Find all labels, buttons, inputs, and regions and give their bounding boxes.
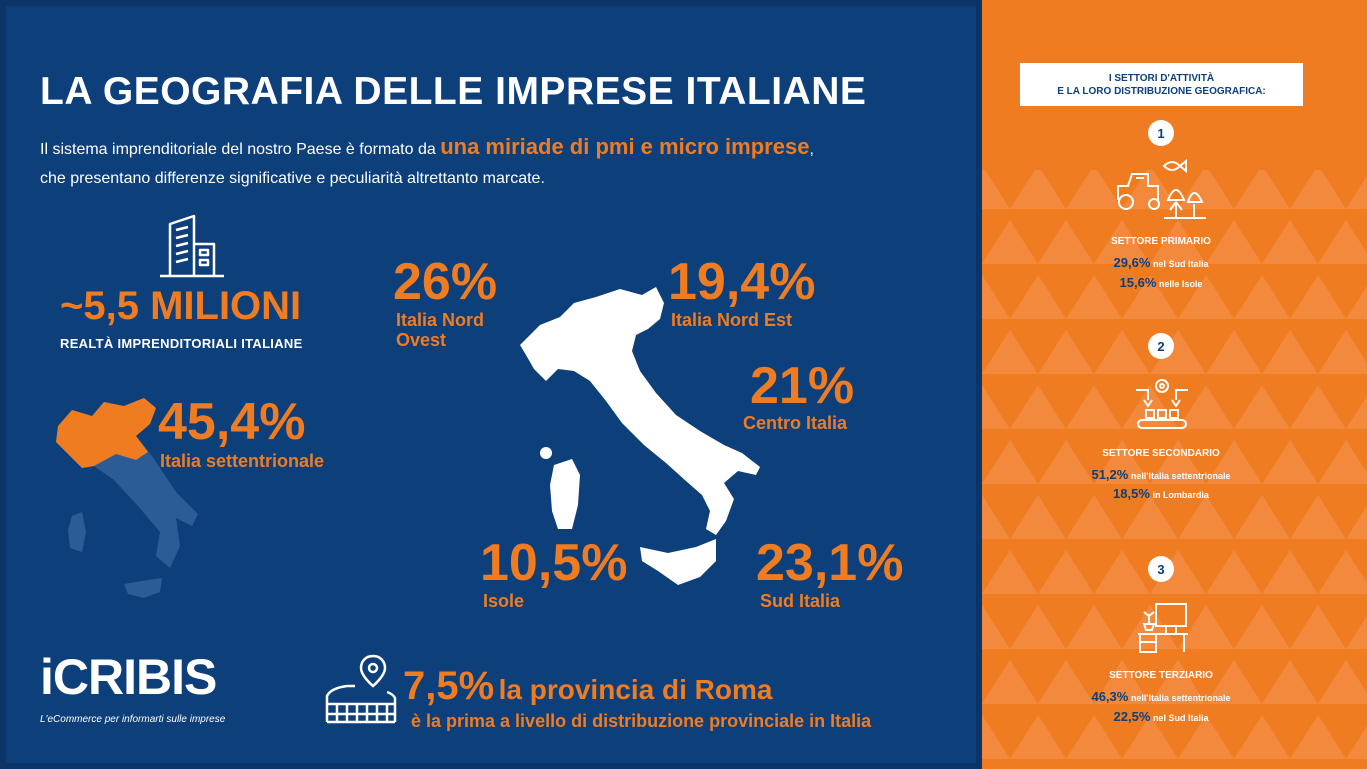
nord-ovest-label-line1: Italia Nord xyxy=(396,310,485,330)
sector-3-title: SETTORE TERZIARIO xyxy=(1109,670,1213,681)
sector-2-stat-1: 51,2% nell'Italia settentrionale xyxy=(1000,467,1322,482)
logo-tagline: L'eCommerce per informarti sulle imprese xyxy=(40,714,226,725)
sector-2-number: 2 xyxy=(1148,333,1174,359)
main-panel xyxy=(0,0,982,769)
intro-highlight: una miriade di pmi e micro imprese xyxy=(440,134,810,159)
sector-1-stat-2-text: nelle Isole xyxy=(1158,279,1203,289)
triangle-pattern xyxy=(982,170,1367,769)
isole-label: Isole xyxy=(483,591,525,611)
tractor-fish-tree-icon xyxy=(1117,158,1206,219)
centro-label: Centro Italia xyxy=(743,413,848,433)
sector-1-title: SETTORE PRIMARIO xyxy=(1111,236,1211,247)
nord-est-label: Italia Nord Est xyxy=(671,310,793,330)
factory-conveyor-icon xyxy=(1136,379,1188,429)
roma-headline: 7,5% la provincia di Roma xyxy=(403,664,772,709)
sector-3-stat-1-value: 46,3% xyxy=(1091,689,1129,704)
page-title: LA GEOGRAFIA DELLE IMPRESE ITALIANE xyxy=(40,70,867,113)
sector-1-stat-1-value: 29,6% xyxy=(1113,255,1151,270)
sud-value: 23,1% xyxy=(756,534,904,592)
sidebar-header-line2: E LA LORO DISTRIBUZIONE GEOGRAFICA: xyxy=(1057,85,1266,97)
sector-3-stat-2-value: 22,5% xyxy=(1113,709,1151,724)
sud-label: Sud Italia xyxy=(760,591,841,611)
north-value: 45,4% xyxy=(158,393,306,451)
centro-value: 21% xyxy=(750,357,855,415)
sidebar-panel xyxy=(982,0,1367,769)
isole-value: 10,5% xyxy=(480,534,628,592)
sector-1-stat-1-text: nel Sud Italia xyxy=(1152,259,1209,269)
colosseum-pin-icon xyxy=(325,654,397,724)
sector-1-number: 1 xyxy=(1148,120,1174,146)
nord-est-value: 19,4% xyxy=(668,253,816,311)
sector-2-stat-2-value: 18,5% xyxy=(1113,486,1150,501)
sector-3-number: 3 xyxy=(1148,556,1174,582)
sidebar-header-line1: I SETTORI D'ATTIVITÀ xyxy=(1108,72,1215,84)
building-icon xyxy=(160,214,224,278)
sector-1-stat-1: 29,6% nel Sud Italia xyxy=(1000,255,1322,270)
companies-caption: REALTÀ IMPRENDITORIALI ITALIANE xyxy=(60,336,303,351)
intro-line2: che presentano differenze significative … xyxy=(40,170,545,187)
sector-1-stat-2-value: 15,6% xyxy=(1119,275,1157,290)
sector-2-stat-2: 18,5% in Lombardia xyxy=(1000,486,1322,501)
nord-ovest-label-line2: Ovest xyxy=(396,330,447,350)
intro-part2: , xyxy=(809,141,814,158)
office-desk-icon xyxy=(1138,603,1188,653)
italy-map xyxy=(520,287,760,585)
nord-ovest-label: Italia Nord Ovest xyxy=(396,310,484,350)
intro-text: Il sistema imprenditoriale del nostro Pa… xyxy=(40,132,940,193)
sector-1-stat-2: 15,6% nelle Isole xyxy=(1000,275,1322,290)
sector-2-stat-2-text: in Lombardia xyxy=(1152,490,1209,500)
sector-2-title: SETTORE SECONDARIO xyxy=(1102,448,1220,459)
roma-label: la provincia di Roma xyxy=(498,674,773,705)
sector-3-stat-2: 22,5% nel Sud Italia xyxy=(1000,709,1322,724)
italy-north-map-icon xyxy=(56,398,198,598)
north-label: Italia settentrionale xyxy=(160,451,325,471)
sector-3-stat-2-text: nel Sud Italia xyxy=(1152,713,1209,723)
sector-3-stat-1: 46,3% nell'Italia settentrionale xyxy=(1000,689,1322,704)
intro-part1: Il sistema imprenditoriale del nostro Pa… xyxy=(40,141,441,158)
nord-ovest-value: 26% xyxy=(393,253,498,311)
icribis-logo: iCRIBIS xyxy=(40,649,217,705)
roma-value: 7,5% xyxy=(403,664,495,708)
sector-2-stat-1-value: 51,2% xyxy=(1091,467,1129,482)
roma-sub: è la prima a livello di distribuzione pr… xyxy=(411,711,872,731)
companies-value: ~5,5 MILIONI xyxy=(60,284,302,328)
sidebar-header: I SETTORI D'ATTIVITÀ E LA LORO DISTRIBUZ… xyxy=(1020,63,1303,106)
sector-2-stat-1-text: nell'Italia settentrionale xyxy=(1130,471,1231,481)
sector-3-stat-1-text: nell'Italia settentrionale xyxy=(1130,693,1231,703)
